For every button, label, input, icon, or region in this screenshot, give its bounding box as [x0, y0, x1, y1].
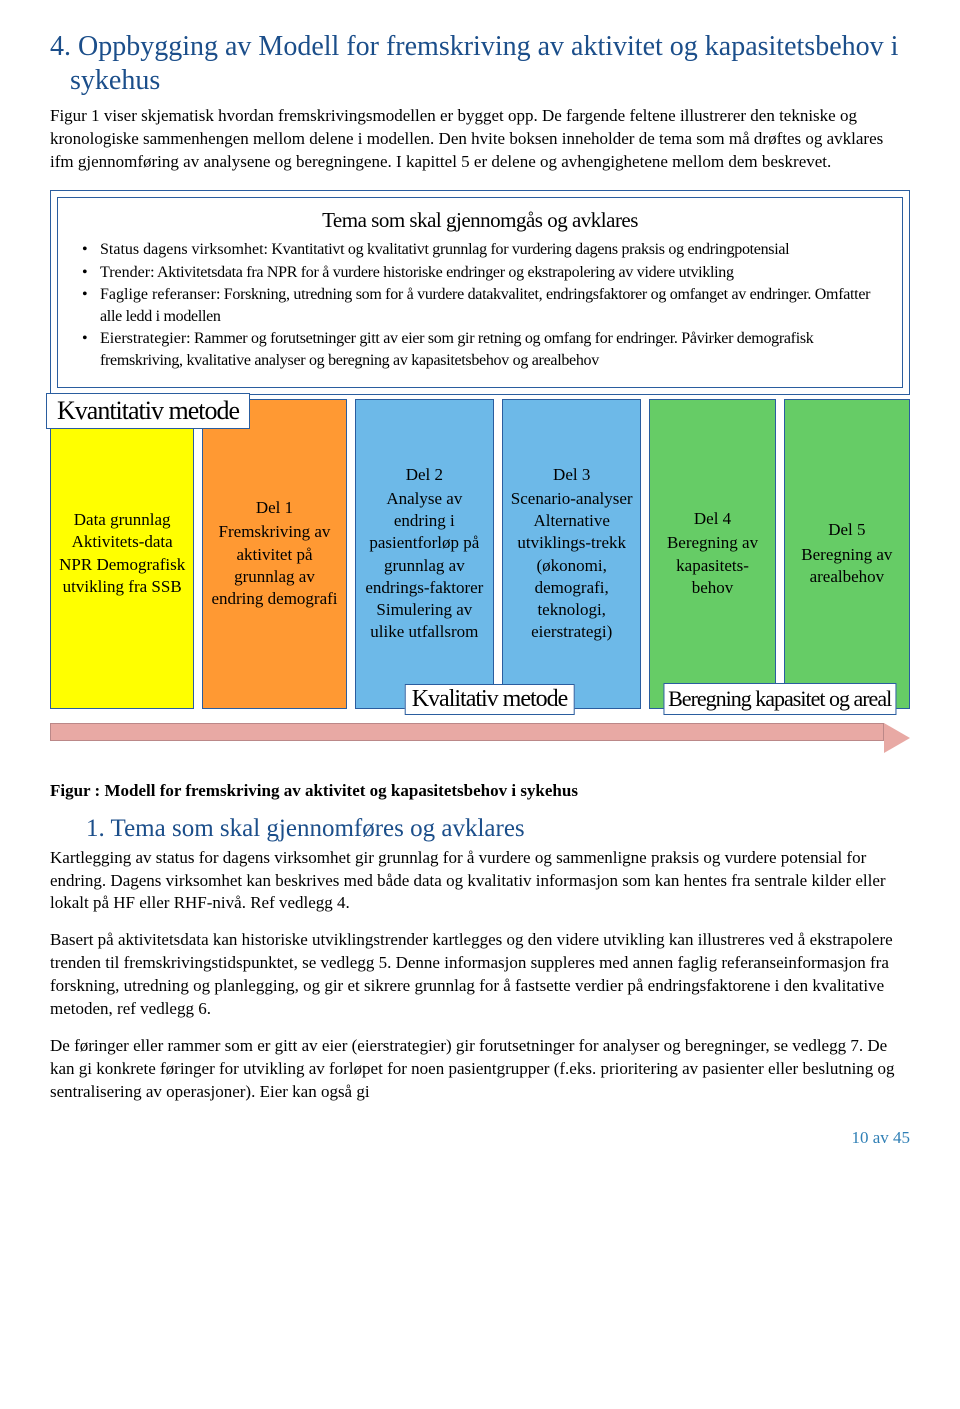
column-del4: Del 4 Beregning av kapasitets-behov	[649, 399, 775, 709]
col-text: Scenario-analyser Alternative utviklings…	[509, 488, 634, 643]
col-title: Del 5	[791, 519, 903, 541]
tema-title: Tema som skal gjennomgås og avklares	[74, 208, 886, 233]
tema-item-label: Faglige referanser	[100, 286, 216, 303]
paragraph-2: Basert på aktivitetsdata kan historiske …	[50, 929, 910, 1021]
col-title: Del 3	[509, 464, 634, 486]
timeline-arrow	[50, 723, 910, 753]
column-datagrunnlag: Data grunnlag Aktivitets-data NPR Demogr…	[50, 399, 194, 709]
paragraph-3: De føringer eller rammer som er gitt av …	[50, 1035, 910, 1104]
tema-item: Faglige referanser: Forskning, utredning…	[100, 284, 886, 327]
subsection-1-heading: 1. Tema som skal gjennomføres og avklare…	[86, 815, 910, 843]
tema-list: Status dagens virksomhet: Kvantitativt o…	[74, 239, 886, 372]
col-title: Del 4	[656, 508, 768, 530]
model-diagram: Kvantitativ metode Data grunnlag Aktivit…	[50, 399, 910, 709]
col-text: Analyse av endring i pasientforløp på gr…	[362, 488, 487, 643]
tema-item: Status dagens virksomhet: Kvantitativt o…	[100, 239, 886, 261]
tema-item-text: : Kvantitativt og kvalitativt grunnlag f…	[264, 241, 790, 258]
paragraph-1: Kartlegging av status for dagens virksom…	[50, 847, 910, 916]
col-text: Beregning av kapasitets-behov	[656, 532, 768, 598]
intro-paragraph: Figur 1 viser skjematisk hvordan fremskr…	[50, 105, 910, 174]
col-title: Del 1	[209, 497, 339, 519]
tema-item-text: : Forskning, utredning som for å vurdere…	[100, 286, 870, 325]
col-text: Data grunnlag Aktivitets-data NPR Demogr…	[57, 509, 187, 597]
column-del1: Del 1 Fremskriving av aktivitet på grunn…	[202, 399, 346, 709]
kvalitativ-label: Kvalitativ metode	[405, 684, 575, 715]
tema-item: Eierstrategier: Rammer og forutsetninger…	[100, 328, 886, 371]
tema-item-label: Trender	[100, 264, 150, 281]
column-del3: Del 3 Scenario-analyser Alternative utvi…	[502, 399, 641, 709]
col-text: Beregning av arealbehov	[791, 544, 903, 588]
arrow-body	[50, 723, 884, 741]
tema-item-text: : Rammer og forutsetninger gitt av eier …	[100, 330, 813, 369]
tema-item-label: Eierstrategier	[100, 330, 186, 347]
page-number: 10 av 45	[50, 1128, 910, 1148]
green-group: Del 4 Beregning av kapasitets-behov Del …	[649, 399, 910, 709]
tema-item-label: Status dagens virksomhet	[100, 241, 264, 258]
column-del5: Del 5 Beregning av arealbehov	[784, 399, 910, 709]
figure-caption: Figur : Modell for fremskriving av aktiv…	[50, 781, 910, 801]
beregning-label: Beregning kapasitet og areal	[663, 683, 896, 714]
kvantitativ-label: Kvantitativ metode	[46, 393, 250, 429]
col-text: Fremskriving av aktivitet på grunnlag av…	[209, 521, 339, 609]
col-title: Del 2	[362, 464, 487, 486]
section-4-heading: 4. Oppbygging av Modell for fremskriving…	[50, 30, 910, 97]
blue-group: Del 2 Analyse av endring i pasientforløp…	[355, 399, 642, 709]
tema-outer-box: Tema som skal gjennomgås og avklares Sta…	[50, 190, 910, 395]
tema-item: Trender: Aktivitetsdata fra NPR for å vu…	[100, 262, 886, 284]
arrow-head-icon	[884, 723, 910, 753]
tema-item-text: : Aktivitetsdata fra NPR for å vurdere h…	[150, 264, 734, 281]
column-del2: Del 2 Analyse av endring i pasientforløp…	[355, 399, 494, 709]
tema-inner-box: Tema som skal gjennomgås og avklares Sta…	[57, 197, 903, 388]
